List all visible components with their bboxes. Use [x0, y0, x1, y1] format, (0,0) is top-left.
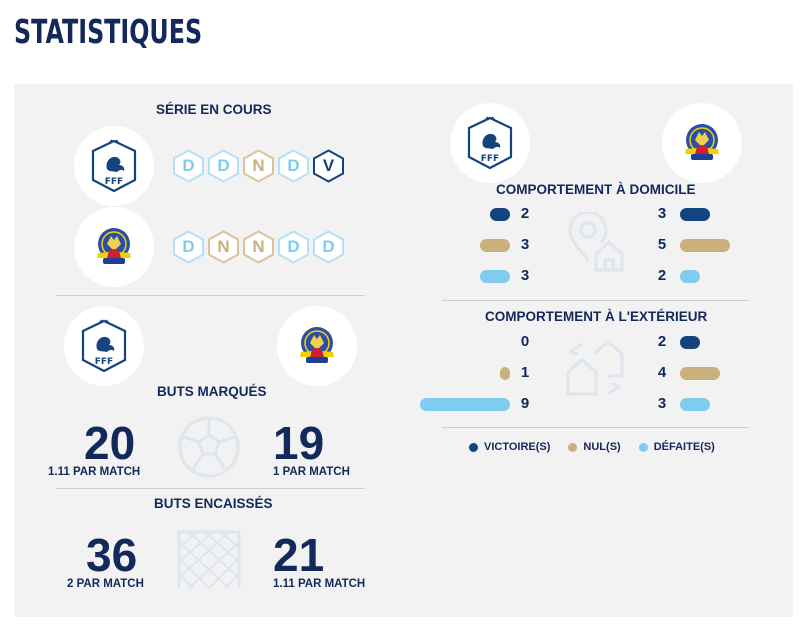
- team1-goals-scored-per-match: 1.11 PAR MATCH: [48, 466, 141, 478]
- domicile-team2-defaites-count: 2: [657, 267, 667, 284]
- exterieur-team1-victoires-count: 0: [520, 333, 530, 350]
- away-travel-icon: [566, 340, 624, 396]
- result-letter: D: [182, 156, 195, 175]
- club-crest-icon: [685, 124, 719, 160]
- exterieur-team1-nuls-count: 1: [520, 364, 530, 381]
- legend-win-dot: [469, 442, 478, 452]
- result-letter: D: [287, 237, 300, 256]
- domicile-team1-defaites-bar: [480, 270, 510, 283]
- legend-loss-dot: [638, 442, 648, 452]
- domicile-team2-victoires-bar: [680, 208, 710, 221]
- page-title: STATISTIQUES: [14, 12, 203, 51]
- result-badge: N: [207, 230, 240, 264]
- right-divider-2: [442, 427, 749, 428]
- football-icon: [178, 416, 240, 478]
- result-letter: N: [252, 156, 265, 175]
- fff-logo-icon: FFF: [467, 116, 513, 170]
- legend-loss: DÉFAITE(S): [638, 441, 715, 453]
- team2-goals-scored-per-match: 1 PAR MATCH: [273, 466, 350, 478]
- domicile-team1-defaites-count: 3: [520, 267, 530, 284]
- domicile-team1-nuls-count: 3: [520, 236, 530, 253]
- result-badge: D: [207, 149, 240, 183]
- result-badge: D: [312, 230, 345, 264]
- legend-win: VICTOIRE(S): [469, 441, 550, 453]
- fff-logo-text: FFF: [481, 154, 499, 164]
- domicile-team1-victoires-count: 2: [520, 205, 530, 222]
- exterieur-team2-defaites-bar: [680, 398, 710, 411]
- left-divider-2: [56, 488, 365, 489]
- right-divider-1: [442, 300, 749, 301]
- buts-marques-title: BUTS MARQUÉS: [157, 384, 267, 399]
- result-letter: D: [217, 156, 230, 175]
- result-badge: V: [312, 149, 345, 183]
- team2-logo-goals: [277, 306, 357, 386]
- club-crest-icon: [97, 228, 131, 264]
- team1-goals-scored: 20: [84, 417, 136, 469]
- fff-logo-icon: FFF: [81, 319, 127, 373]
- domicile-team2-nuls-bar: [680, 239, 730, 252]
- home-location-icon: [568, 212, 624, 272]
- result-letter: N: [217, 237, 230, 256]
- result-badge: D: [172, 230, 205, 264]
- club-crest-icon: [300, 327, 334, 363]
- exterieur-team2-victoires-bar: [680, 336, 700, 349]
- domicile-team1-nuls-bar: [480, 239, 510, 252]
- result-badge: N: [242, 230, 275, 264]
- exterieur-team2-nuls-bar: [680, 367, 720, 380]
- domicile-team2-nuls-count: 5: [657, 236, 667, 253]
- result-letter: D: [287, 156, 300, 175]
- statistics-panel: SÉRIE EN COURS FFF D D N D V D N N D D FFF: [14, 84, 793, 617]
- legend: VICTOIRE(S) NUL(S) DÉFAITE(S): [469, 441, 715, 453]
- exterieur-team1-defaites-count: 9: [520, 395, 530, 412]
- result-letter: D: [182, 237, 195, 256]
- team1-logo: FFF: [74, 126, 154, 206]
- fff-logo-text: FFF: [105, 177, 123, 187]
- exterieur-team1-nuls-bar: [500, 367, 510, 380]
- domicile-team1-victoires-bar: [490, 208, 510, 221]
- result-letter: V: [322, 156, 335, 175]
- result-badge: D: [172, 149, 205, 183]
- team2-logo: [74, 207, 154, 287]
- team1-logo-goals: FFF: [64, 306, 144, 386]
- legend-draw-label: NUL(S): [583, 441, 621, 453]
- fff-logo-icon: FFF: [91, 139, 137, 193]
- result-badge: N: [242, 149, 275, 183]
- goal-net-icon: [177, 530, 241, 589]
- legend-draw-dot: [568, 442, 578, 452]
- exterieur-team2-nuls-count: 4: [657, 364, 667, 381]
- team2-goals-scored: 19: [273, 417, 325, 469]
- result-letter: D: [322, 237, 335, 256]
- legend-loss-label: DÉFAITE(S): [653, 441, 715, 453]
- legend-win-label: VICTOIRE(S): [484, 441, 551, 453]
- left-divider-1: [56, 295, 365, 296]
- buts-encaisses-title: BUTS ENCAISSÉS: [154, 496, 273, 511]
- domicile-title: COMPORTEMENT À DOMICILE: [496, 182, 696, 197]
- exterieur-team1-defaites-bar: [420, 398, 510, 411]
- serie-title: SÉRIE EN COURS: [156, 102, 272, 117]
- result-badge: D: [277, 230, 310, 264]
- team2-goals-conceded: 21: [273, 529, 325, 581]
- team1-goals-conceded: 36: [86, 529, 138, 581]
- exterieur-title: COMPORTEMENT À L'EXTÉRIEUR: [485, 309, 708, 324]
- team1-logo-right: FFF: [450, 103, 530, 183]
- team2-goals-conceded-per-match: 1.11 PAR MATCH: [273, 578, 366, 590]
- exterieur-team2-victoires-count: 2: [657, 333, 667, 350]
- result-letter: N: [252, 237, 265, 256]
- legend-draw: NUL(S): [568, 441, 621, 453]
- team2-logo-right: [662, 103, 742, 183]
- domicile-team2-victoires-count: 3: [657, 205, 667, 222]
- exterieur-team2-defaites-count: 3: [657, 395, 667, 412]
- fff-logo-text: FFF: [95, 357, 113, 367]
- team1-goals-conceded-per-match: 2 PAR MATCH: [67, 578, 144, 590]
- result-badge: D: [277, 149, 310, 183]
- domicile-team2-defaites-bar: [680, 270, 700, 283]
